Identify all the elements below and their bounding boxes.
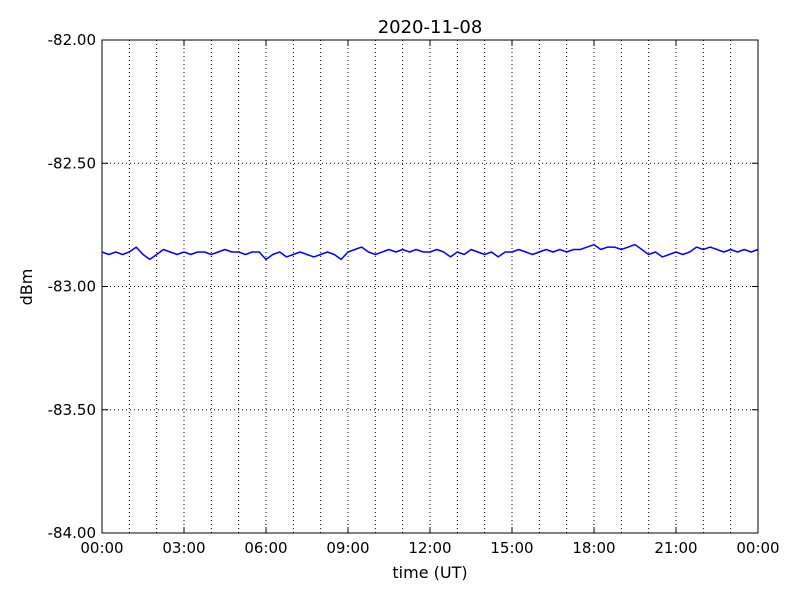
y-tick-label: -83.50 <box>48 401 96 419</box>
y-tick-label: -83.00 <box>48 278 96 296</box>
y-tick-label: -84.00 <box>48 524 96 542</box>
x-tick-label: 15:00 <box>490 539 533 557</box>
x-tick-label: 06:00 <box>244 539 287 557</box>
chart-title: 2020-11-08 <box>378 17 483 38</box>
y-axis-label: dBm <box>17 269 36 306</box>
y-tick-label: -82.50 <box>48 154 96 172</box>
x-tick-label: 09:00 <box>326 539 369 557</box>
x-tick-label: 03:00 <box>162 539 205 557</box>
y-tick-label: -82.00 <box>48 31 96 49</box>
grid <box>102 40 758 533</box>
x-tick-label: 12:00 <box>408 539 451 557</box>
x-axis-label: time (UT) <box>392 563 467 582</box>
x-tick-label: 00:00 <box>736 539 779 557</box>
series-line <box>101 243 759 261</box>
x-tick-label: 18:00 <box>572 539 615 557</box>
x-tick-label: 00:00 <box>80 539 123 557</box>
x-tick-label: 21:00 <box>654 539 697 557</box>
